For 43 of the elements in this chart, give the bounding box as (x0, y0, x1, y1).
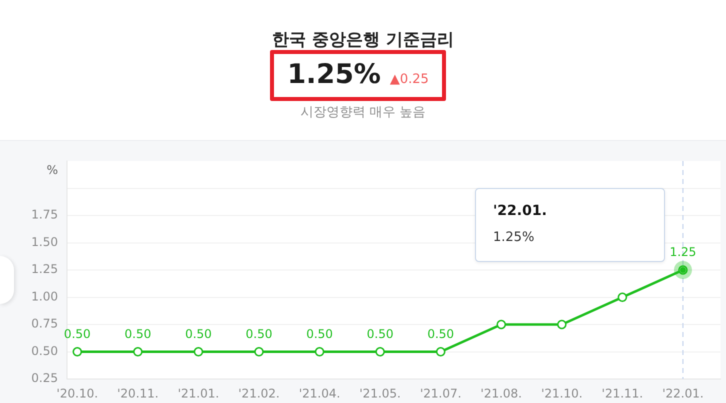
data-label: 1.25 (670, 245, 696, 260)
x-tick-label: '21.07. (420, 386, 462, 400)
data-label: 0.50 (64, 326, 91, 341)
text: ▲0.25 (390, 72, 429, 87)
point (557, 320, 567, 330)
data-label: 0.50 (246, 326, 272, 341)
y-tick-label: 1.75 (31, 208, 58, 222)
y-tick-label: 0.50 (31, 344, 58, 358)
data-label: 0.50 (366, 326, 394, 341)
y-tick-label: 1.50 (31, 234, 58, 249)
text: 1.25% (287, 58, 381, 92)
x-tick-label: '20.11. (117, 386, 159, 400)
y-tick-label: 0.75 (31, 316, 58, 331)
chart-subtitle: 시장영향력 매우 높음 (299, 104, 427, 121)
x-tick-label: '21.02. (238, 386, 280, 400)
x-tick-label: '21.04. (298, 386, 340, 400)
point (496, 320, 506, 330)
y-tick-label: 1.25 (31, 262, 58, 276)
annotation: 1.25% (493, 229, 534, 247)
point (133, 347, 143, 356)
point (254, 347, 264, 356)
point (375, 347, 385, 356)
x-tick-label: '21.05. (359, 386, 401, 400)
y-tick-label: 0.25 (31, 371, 58, 386)
point (314, 347, 324, 356)
x-tick-label: '22.01. (662, 386, 704, 400)
x-tick-label: '21.01. (178, 386, 220, 400)
data-label: 0.50 (427, 326, 454, 341)
chart-title: 한국 중앙은행 기준금리 (271, 29, 455, 51)
y-axis-title: % (46, 163, 58, 178)
x-tick-label: '20.10. (56, 386, 98, 400)
y-tick-label: 1.00 (31, 289, 58, 304)
data-label: 0.50 (185, 326, 212, 341)
x-tick-label: '21.11. (602, 386, 644, 400)
point (436, 347, 446, 356)
point (72, 347, 82, 356)
point (194, 347, 204, 356)
annotation: '22.01. (493, 202, 547, 220)
point (618, 292, 628, 302)
x-tick-label: '21.10. (541, 386, 583, 400)
x-tick-label: '21.08. (480, 386, 522, 400)
data-label: 0.50 (124, 326, 152, 341)
data-label: 0.50 (306, 326, 333, 341)
